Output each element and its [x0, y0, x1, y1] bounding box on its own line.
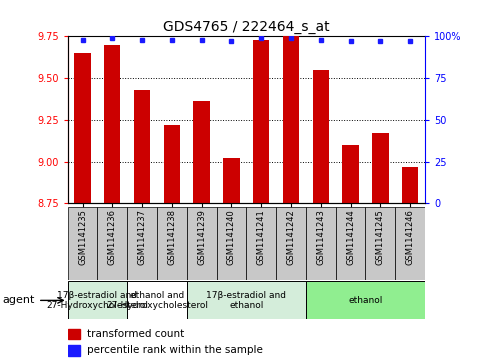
Text: agent: agent: [2, 295, 35, 305]
Bar: [366, 207, 395, 280]
Text: GSM1141245: GSM1141245: [376, 209, 385, 265]
Text: GSM1141237: GSM1141237: [138, 209, 146, 265]
Text: ethanol: ethanol: [348, 296, 383, 305]
Text: GSM1141244: GSM1141244: [346, 209, 355, 265]
Text: GSM1141243: GSM1141243: [316, 209, 325, 265]
Text: 17β-estradiol and
27-Hydroxycholesterol: 17β-estradiol and 27-Hydroxycholesterol: [46, 291, 148, 310]
Bar: [283, 36, 299, 203]
Bar: [68, 207, 98, 280]
Bar: [187, 281, 306, 319]
Bar: [395, 207, 425, 280]
Text: GSM1141246: GSM1141246: [406, 209, 414, 265]
Bar: [127, 281, 187, 319]
Bar: [253, 40, 270, 203]
Text: GSM1141236: GSM1141236: [108, 209, 117, 265]
Bar: [104, 45, 120, 203]
Text: GSM1141241: GSM1141241: [257, 209, 266, 265]
Bar: [402, 167, 418, 203]
Bar: [68, 345, 80, 356]
Bar: [98, 207, 127, 280]
Text: percentile rank within the sample: percentile rank within the sample: [87, 345, 263, 355]
Text: GSM1141239: GSM1141239: [197, 209, 206, 265]
Bar: [157, 207, 187, 280]
Bar: [246, 207, 276, 280]
Bar: [372, 133, 388, 203]
Bar: [336, 207, 366, 280]
Bar: [74, 53, 91, 203]
Text: GSM1141240: GSM1141240: [227, 209, 236, 265]
Bar: [223, 158, 240, 203]
Bar: [342, 145, 359, 203]
Bar: [194, 101, 210, 203]
Bar: [313, 70, 329, 203]
Bar: [216, 207, 246, 280]
Text: GSM1141235: GSM1141235: [78, 209, 87, 265]
Bar: [68, 329, 80, 339]
Text: GSM1141238: GSM1141238: [168, 209, 176, 265]
Bar: [127, 207, 157, 280]
Text: GSM1141242: GSM1141242: [286, 209, 296, 265]
Text: transformed count: transformed count: [87, 329, 185, 339]
Title: GDS4765 / 222464_s_at: GDS4765 / 222464_s_at: [163, 20, 329, 34]
Text: ethanol and
27-Hydroxycholesterol: ethanol and 27-Hydroxycholesterol: [106, 291, 208, 310]
Bar: [187, 207, 216, 280]
Bar: [306, 207, 336, 280]
Bar: [68, 281, 127, 319]
Bar: [164, 125, 180, 203]
Bar: [276, 207, 306, 280]
Bar: [306, 281, 425, 319]
Bar: [134, 90, 150, 203]
Text: 17β-estradiol and
ethanol: 17β-estradiol and ethanol: [206, 291, 286, 310]
